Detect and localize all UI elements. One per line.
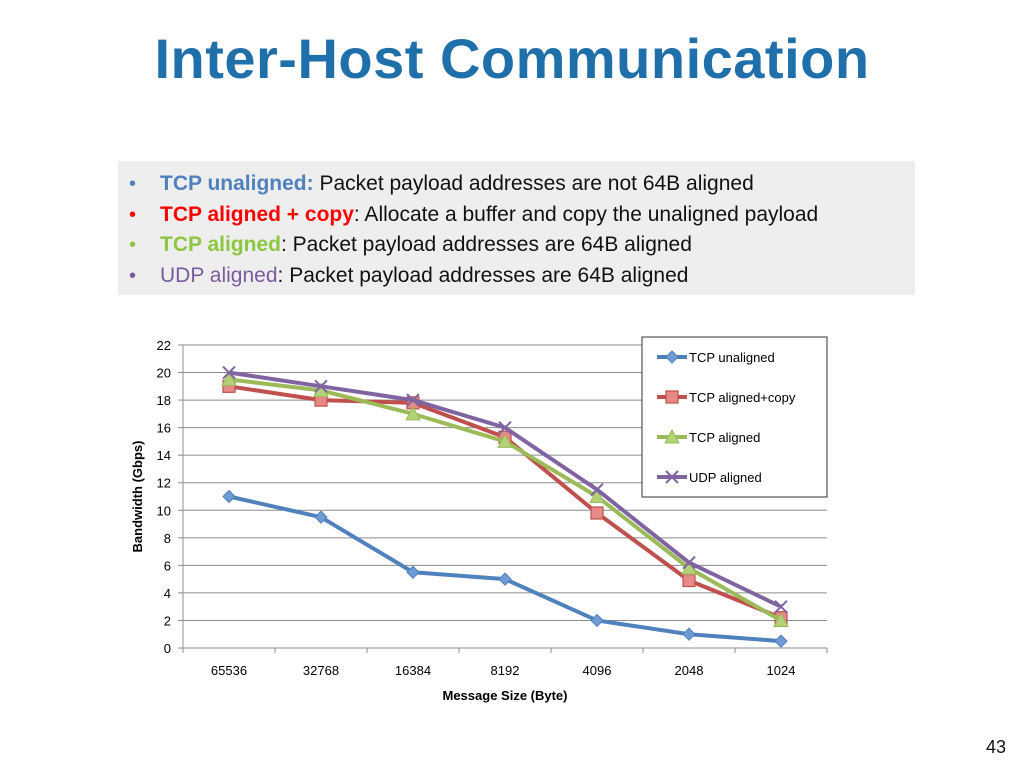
data-point-udp-aligned <box>406 393 420 407</box>
bullet-term: TCP unaligned: <box>160 172 314 195</box>
bullet-dot-icon: • <box>129 173 137 195</box>
page-number: 43 <box>985 737 1006 757</box>
data-point-udp-aligned <box>498 420 512 435</box>
bullet-box: • TCP unaligned: Packet payload addresse… <box>118 161 915 295</box>
y-tick-label: 4 <box>164 586 171 601</box>
y-tick-label: 16 <box>157 421 171 436</box>
legend-box <box>641 336 828 498</box>
data-point-udp-aligned <box>682 555 696 570</box>
x-tick-label: 16384 <box>395 663 431 678</box>
legend-marker-udp-aligned <box>665 470 679 484</box>
bullet-item: • TCP aligned + copy: Allocate a buffer … <box>118 200 915 231</box>
data-point-tcp-aligned <box>773 612 789 627</box>
data-point-tcp-aligned <box>589 488 605 503</box>
bullet-dot-icon: • <box>129 203 137 226</box>
data-point-tcp-unaligned <box>222 489 236 504</box>
y-tick-label: 6 <box>164 558 171 573</box>
legend-marker-tcp-unaligned <box>665 350 679 364</box>
slide-title: Inter-Host Communication <box>154 27 870 90</box>
legend-label: UDP aligned <box>689 470 762 485</box>
bandwidth-chart: 0 2 4 6 8 10 12 14 16 18 20 22 65536 32768 16384 8192 40… <box>130 336 828 703</box>
bullet-item: • TCP unaligned: Packet payload addresse… <box>118 169 915 200</box>
y-tick-label: 22 <box>157 338 171 353</box>
data-point-udp-aligned <box>314 379 328 394</box>
bullet-dot-icon: • <box>129 264 137 287</box>
y-tick-label: 8 <box>164 531 171 546</box>
bullet-term: UDP aligned <box>160 263 278 287</box>
data-point-tcp-aligned <box>405 405 421 421</box>
y-tick-label: 10 <box>157 503 171 518</box>
y-axis-title: Bandwidth (Gbps) <box>130 441 145 553</box>
data-point-tcp-unaligned <box>406 565 420 579</box>
bullet-item: • TCP aligned: Packet payload addresses … <box>118 230 915 261</box>
legend-marker-tcp-aligned-copy <box>665 390 679 404</box>
data-point-tcp-aligned-copy <box>682 573 696 588</box>
y-tick-label: 20 <box>157 366 171 381</box>
x-tick-label: 2048 <box>675 663 704 678</box>
bullet-term: TCP aligned + copy <box>160 202 354 226</box>
bullet-text: : Allocate a buffer and copy the unalign… <box>353 202 819 226</box>
y-tick-label: 12 <box>157 476 171 491</box>
bullet-text: : Packet payload addresses are 64B align… <box>277 263 689 287</box>
legend-label: TCP aligned+copy <box>689 390 796 405</box>
data-point-udp-aligned <box>222 365 236 380</box>
data-point-tcp-aligned <box>681 560 697 575</box>
data-point-udp-aligned <box>774 599 788 614</box>
x-tick-label: 65536 <box>211 663 247 678</box>
bullet-text: : Packet payload addresses are 64B align… <box>280 233 692 256</box>
data-point-tcp-aligned-copy <box>590 506 604 520</box>
y-tick-label: 0 <box>164 641 171 656</box>
y-tick-label: 14 <box>157 448 171 463</box>
bullet-dot-icon: • <box>129 234 137 256</box>
x-tick-label: 32768 <box>303 663 339 678</box>
data-point-udp-aligned <box>590 482 604 497</box>
bullet-term: TCP aligned <box>160 233 281 256</box>
data-point-tcp-unaligned <box>498 572 512 586</box>
y-tick-label: 2 <box>164 613 171 628</box>
bullet-item: • UDP aligned: Packet payload addresses … <box>118 261 915 292</box>
data-point-tcp-aligned <box>497 433 513 448</box>
data-point-tcp-unaligned <box>590 613 604 628</box>
legend-marker-tcp-aligned <box>664 428 680 444</box>
y-tick-label: 18 <box>157 393 171 408</box>
data-point-tcp-aligned <box>221 371 237 386</box>
data-point-tcp-unaligned <box>314 510 328 524</box>
x-axis-title: Message Size (Byte) <box>443 688 568 703</box>
data-point-tcp-unaligned <box>774 634 788 648</box>
x-tick-label: 4096 <box>583 663 612 678</box>
x-tick-label: 1024 <box>767 663 796 678</box>
data-point-tcp-unaligned <box>682 627 696 641</box>
x-tick-label: 8192 <box>491 663 520 678</box>
legend-label: TCP unaligned <box>689 350 775 365</box>
legend-label: TCP aligned <box>689 430 760 445</box>
bullet-list: • TCP unaligned: Packet payload addresse… <box>118 161 915 291</box>
bullet-text: Packet payload addresses are not 64B ali… <box>313 172 754 195</box>
